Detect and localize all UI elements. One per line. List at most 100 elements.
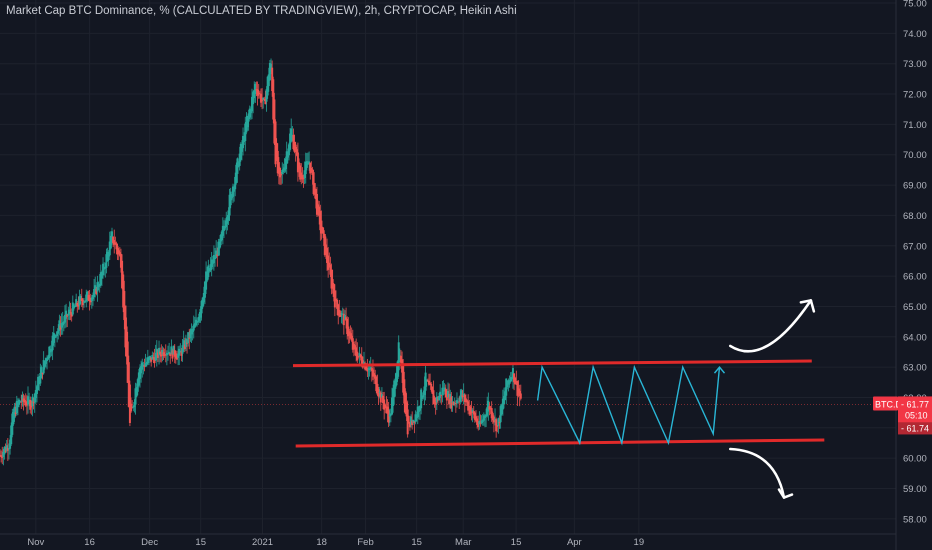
candle-body [201, 297, 204, 308]
candle-body [212, 254, 215, 264]
candle-body [311, 169, 314, 175]
candle-body [183, 344, 186, 349]
x-tick-label: 19 [634, 537, 645, 548]
candle-body [244, 123, 247, 142]
candle-body [144, 363, 147, 367]
candle-body [403, 379, 406, 404]
candle-body [442, 390, 445, 392]
candle-body [115, 243, 118, 250]
y-tick-label: 70.00 [903, 150, 927, 161]
x-tick-label: 15 [195, 537, 206, 548]
candle-body [67, 313, 70, 316]
candle-body [452, 401, 455, 406]
candle-body [135, 387, 138, 397]
candle-body [394, 381, 397, 389]
candle-body [519, 393, 522, 399]
candle-body [477, 421, 480, 427]
candle-body [210, 259, 213, 268]
candle-body [161, 349, 164, 355]
candle-body [167, 353, 169, 355]
candle-body [37, 376, 40, 391]
candle-body [410, 416, 413, 425]
candle-body [221, 225, 224, 236]
y-tick-label: 60.00 [903, 454, 927, 465]
candle-body [395, 372, 398, 386]
low-price-tag: - 61.74 [901, 423, 929, 433]
candle-body [508, 380, 511, 383]
candle-body [66, 314, 69, 317]
candle-body [227, 210, 230, 221]
candle-body [352, 343, 355, 347]
candle-body [41, 372, 44, 374]
candle-body [271, 67, 274, 92]
candle-body [46, 358, 49, 361]
candle-body [32, 401, 35, 404]
candle-body [440, 394, 443, 396]
candle-body [312, 172, 315, 194]
candle-body [495, 419, 498, 432]
candle-body [460, 390, 463, 399]
candle-body [105, 254, 108, 268]
candle-body [464, 398, 467, 403]
candle-body [254, 84, 257, 94]
candle-body [174, 353, 177, 359]
candle-body [156, 352, 159, 358]
breakdown-down-arrowhead [777, 488, 794, 499]
candle-body [223, 225, 225, 231]
candle-body [491, 413, 494, 421]
candle-body [186, 342, 189, 344]
candle-body [413, 421, 416, 423]
candle-body [205, 271, 208, 290]
candle-body [275, 142, 278, 160]
candle-body [462, 393, 465, 396]
candle-body [170, 346, 173, 355]
candle-body [490, 408, 493, 419]
candle-body [374, 374, 377, 379]
candle-body [219, 234, 222, 246]
candle-body [459, 395, 462, 402]
candle-body [444, 389, 447, 398]
candle-body [329, 264, 332, 275]
candle-body [84, 300, 87, 303]
y-tick-label: 58.00 [903, 514, 927, 525]
candle-body [81, 299, 84, 306]
candle-body [94, 285, 97, 294]
candle-body [318, 206, 321, 216]
candle-body [287, 144, 290, 156]
candle-body [376, 383, 379, 395]
candle-body [461, 394, 464, 398]
candle-body [4, 450, 7, 452]
candle-body [95, 289, 98, 294]
candle-body [314, 188, 317, 200]
candle-body [294, 146, 297, 152]
candle-body [9, 439, 12, 449]
candle-body [407, 421, 410, 423]
candle-body [104, 266, 107, 269]
candle-body [471, 410, 474, 412]
candle-body [173, 350, 176, 357]
candle-body [404, 391, 407, 414]
candle-body [469, 406, 472, 415]
candle-body [57, 328, 60, 334]
candle-body [132, 406, 135, 408]
candle-body [385, 406, 388, 408]
candle-body [479, 422, 482, 424]
candle-body [302, 177, 305, 179]
symbol-tag: BTC.D [875, 399, 903, 409]
candle-body [168, 351, 171, 354]
candle-body [89, 299, 92, 303]
candle-body [310, 167, 313, 171]
candle-body [42, 360, 45, 374]
candle-body [281, 170, 284, 174]
candle-body [38, 383, 41, 385]
candle-body [7, 448, 10, 450]
candle-body [18, 399, 21, 405]
candle-body [430, 383, 433, 390]
candle-body [457, 401, 460, 403]
candle-body [330, 269, 333, 289]
candle-body [225, 220, 228, 228]
candle-body [320, 220, 323, 234]
candle-body [15, 400, 18, 414]
